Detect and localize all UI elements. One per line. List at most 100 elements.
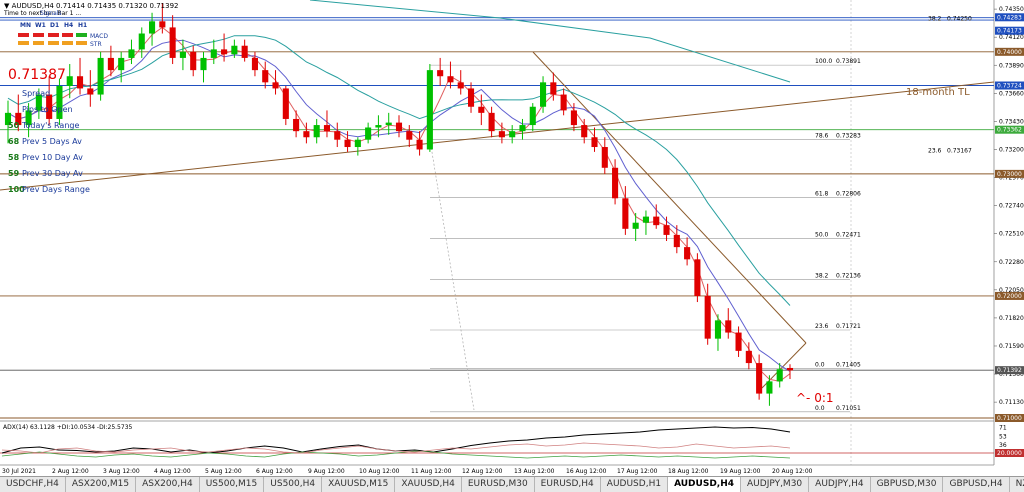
price-highlight-label: 0.71000 [997,415,1022,422]
signals-label: Signals [40,10,62,17]
chart-tab[interactable]: AUDJPY,H4 [809,477,871,492]
info-label: Pips to Open [22,105,73,114]
price-tick-label: 0.72970 [999,175,1024,182]
tf-d1[interactable]: D1 [50,22,59,29]
candle-body [35,94,42,111]
price-tick-label: 0.74350 [999,6,1024,13]
candle-body [447,76,454,83]
fib-pct-label: 0.0 [815,405,825,412]
adx-axis-label: 20.0000 [997,450,1022,457]
ratio-label: ^- 0:1 [796,391,834,405]
price-tick-label: 0.73660 [999,90,1024,97]
time-tick-label: 30 Jul 2021 [2,468,36,475]
chart-tab[interactable]: EURUSD,H4 [535,477,601,492]
candle-body [190,51,197,71]
chart-tab[interactable]: ASX200,H4 [136,477,200,492]
candle-body [303,131,310,138]
ma-slow-line [7,35,791,306]
trendline-18m[interactable] [0,81,995,191]
price-axis: 0.74350 0.74120 0.73890 0.73660 0.73430 0.732… [994,6,1024,422]
chart-tab[interactable]: XAUUSD,M15 [322,477,396,492]
symbol-header: ▼ AUDUSD,H4 0.71414 0.71435 0.71320 0.71… [4,2,179,10]
chart-tab[interactable]: US500,H4 [264,477,323,492]
info-panel: Spread Pips to Open 50 Today's Range 68 … [8,89,90,194]
candle-body [159,21,166,28]
candle-body [591,137,598,148]
candle-body [406,131,413,140]
chart-tab[interactable]: GBPUSD,H4 [943,477,1010,492]
price-highlight-label: 0.73362 [997,127,1022,134]
info-label: Prev 5 Days Av [22,137,82,146]
chart-tab[interactable]: ASX200,M15 [66,477,137,492]
price-tick-label: 0.72050 [999,287,1024,294]
candle-body [529,106,536,126]
candle-body [756,363,763,394]
axis-bg [994,0,1024,476]
candle-body [118,57,125,71]
candle-body [365,127,372,140]
info-label: Prev 10 Day Av [22,153,83,162]
price-highlight-label: 0.74000 [997,49,1022,56]
time-tick-label: 3 Aug 12:00 [103,468,140,475]
plus-di-line [1,450,791,459]
candle-body [560,94,567,111]
time-tick-label: 2 Aug 12:00 [52,468,89,475]
fib-price-label: 0.71405 [836,362,861,369]
candle-body [509,131,516,138]
candle-body [334,131,341,140]
time-tick-label: 11 Aug 12:00 [411,468,452,475]
candle-body [437,70,444,77]
price-highlight-box [995,291,1024,300]
info-num: 58 [8,153,20,162]
candle-body [344,139,351,148]
info-label: Prev Days Range [22,185,90,194]
tf-mn[interactable]: MN [20,22,31,29]
candle-body [231,45,238,55]
time-tick-label: 17 Aug 12:00 [617,468,658,475]
price-tick-label: 0.73200 [999,146,1024,153]
fib-price-label: 0.72136 [836,272,861,279]
candle-body [87,88,94,95]
chart-tab[interactable]: EURUSD,M30 [462,477,535,492]
chart-tab[interactable]: AUDJPY,M30 [741,477,810,492]
signal-grid: MACD STR [18,33,108,48]
candle-body [601,147,608,168]
chart-tab[interactable]: NZDUSD,H1 [1010,477,1024,492]
candle-body [149,21,156,34]
time-tick-label: 20 Aug 12:00 [772,468,813,475]
candle-body [714,320,722,339]
candle-body [385,122,392,126]
tf-w1[interactable]: W1 [35,22,46,29]
candle-body [25,110,32,126]
tf-h4[interactable]: H4 [64,22,73,29]
price-tick-label: 0.72740 [999,203,1024,210]
price-highlight-box [995,47,1024,56]
tf-h1[interactable]: H1 [78,22,87,29]
chart-tab[interactable]: GBPUSD,M30 [871,477,944,492]
time-tick-label: 6 Aug 12:00 [256,468,293,475]
candle-body [673,234,680,248]
candle-body [694,259,701,296]
price-tick-label: 0.72280 [999,259,1024,266]
candle-body [375,125,382,128]
str-label: STR [90,41,102,48]
chart-tab[interactable]: AUDUSD,H1 [601,477,669,492]
wedge-upper-line[interactable] [532,51,807,344]
price-highlight-label: 0.71392 [997,367,1022,374]
fib-price-label: 0.73283 [836,132,861,139]
adx-axis-label: 36 [999,442,1007,449]
candle-body [128,49,135,58]
chart-tab[interactable]: USDCHF,H4 [0,477,66,492]
candle-body [15,112,22,126]
ma-long-line [309,0,791,83]
timeframe-row: MN W1 D1 H4 H1 [20,22,87,29]
candle-body [210,49,217,58]
price-tick-label: 0.73890 [999,62,1024,69]
chart-tab[interactable]: US500,M15 [200,477,265,492]
chart-tab[interactable]: AUDUSD,H4 [668,477,742,492]
fib-pct-label: 23.6 [815,323,829,330]
chart-tab[interactable]: XAUUSD,H4 [395,477,462,492]
candle-body [519,125,526,132]
candles-layer [4,3,794,406]
